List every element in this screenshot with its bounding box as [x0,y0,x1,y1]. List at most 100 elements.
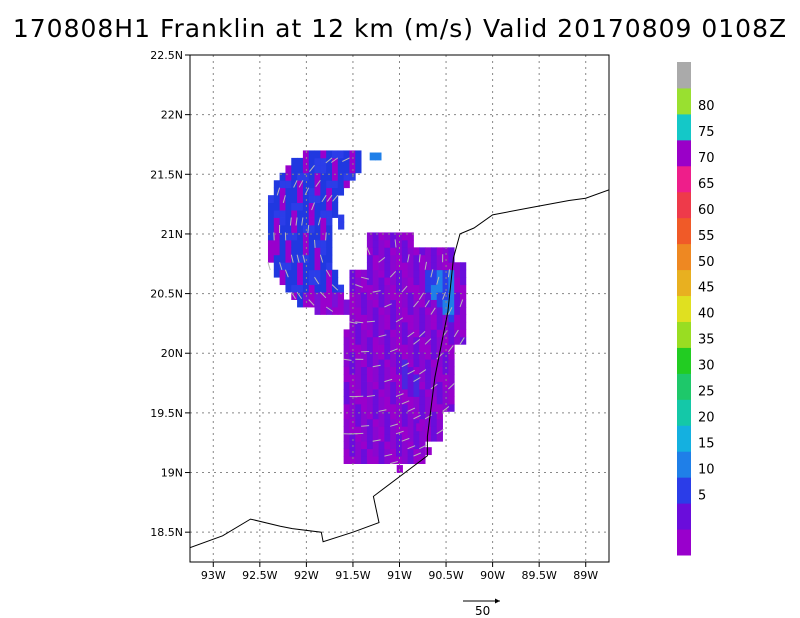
wind-cell [390,284,397,293]
wind-cell [390,307,397,315]
y-tick-label: 20.5N [150,288,183,301]
wind-cell [378,239,385,248]
wind-cell [390,396,397,405]
wind-cell [436,321,443,330]
wind-cell [436,411,443,420]
wind-cell [291,247,298,256]
wind-arrow [401,437,410,442]
wind-cell [285,202,292,211]
wind-cell [337,284,345,293]
wind-cell [413,292,420,300]
wind-cell [378,389,385,397]
wind-arrow [418,331,426,338]
colorbar-swatch [677,503,691,530]
wind-arrow [442,406,450,412]
wind-cell [407,277,414,286]
wind-cell [448,292,455,300]
y-tick-label: 21N [161,228,183,241]
wind-cell [291,210,298,218]
wind-cell [320,217,327,226]
wind-arrow [413,452,421,457]
wind-cell [384,456,391,464]
wind-cell [349,396,356,405]
wind-cell [320,247,327,256]
wind-cell [320,232,327,241]
wind-cell [425,433,432,442]
wind-cell [442,366,449,375]
wind-cell [361,292,368,300]
wind-cell [361,314,368,323]
wind-cell [285,165,292,174]
wind-cell [396,277,403,286]
wind-cell [273,269,281,278]
wind-cell [378,426,385,435]
wind-cell [297,277,304,286]
wind-cell [308,150,315,159]
wind-cell [436,329,443,338]
wind-cell [308,195,315,204]
wind-cell [442,403,449,412]
wind-cell [436,336,443,345]
wind-cell [413,307,420,315]
wind-cell [384,269,391,278]
wind-arrow [372,290,381,293]
y-tick-label: 19N [161,467,183,480]
wind-cell [349,299,356,308]
wind-cell [378,254,385,263]
wind-cell [401,433,409,442]
wind-cell [372,314,379,323]
wind-cell [419,381,426,390]
wind-cell [343,336,350,345]
wind-arrow [378,334,387,338]
wind-arrow [378,409,387,412]
wind-cell [297,157,304,166]
wind-arrow [447,269,451,278]
wind-cell [419,441,426,450]
wind-cell [407,351,414,360]
wind-cell [378,299,385,308]
colorbar-label: 50 [698,255,715,270]
wind-cell [372,441,379,450]
wind-cell [326,262,333,271]
colorbar-label: 30 [698,359,715,374]
wind-cell [314,232,321,241]
colorbar-label: 35 [698,333,715,348]
wind-cell [396,239,403,248]
wind-cell [308,269,315,278]
wind-cell [448,336,455,345]
wind-cell [355,441,362,450]
wind-cell [349,433,356,442]
y-tick-label: 22N [161,109,183,122]
wind-cell [372,411,379,420]
wind-cell [355,329,362,338]
wind-cell [401,351,409,360]
wind-cell [401,426,409,435]
wind-cell [378,314,385,323]
wind-cell [384,344,391,353]
wind-cell [285,262,292,271]
wind-arrow [360,276,369,280]
wind-cell [378,269,385,278]
wind-cell [320,254,327,263]
wind-cell [419,299,426,308]
wind-cell [297,210,304,218]
wind-cell [407,374,414,382]
wind-cell [302,150,310,159]
wind-cell [407,336,414,345]
wind-arrow [394,239,397,248]
wind-cell [401,329,409,338]
wind-cell [372,433,379,442]
wind-cell [401,269,409,278]
colorbar-label: 40 [698,307,715,322]
wind-cell [425,299,432,308]
wind-arrow [311,202,315,211]
colorbar-swatch [677,425,691,452]
wind-cell [378,381,385,390]
wind-cell [436,247,443,256]
wind-arrow [459,337,465,345]
wind-cell [361,396,368,405]
wind-cell [366,359,374,368]
wind-cell [308,284,315,293]
wind-cell [314,165,321,174]
wind-cell [331,284,339,293]
